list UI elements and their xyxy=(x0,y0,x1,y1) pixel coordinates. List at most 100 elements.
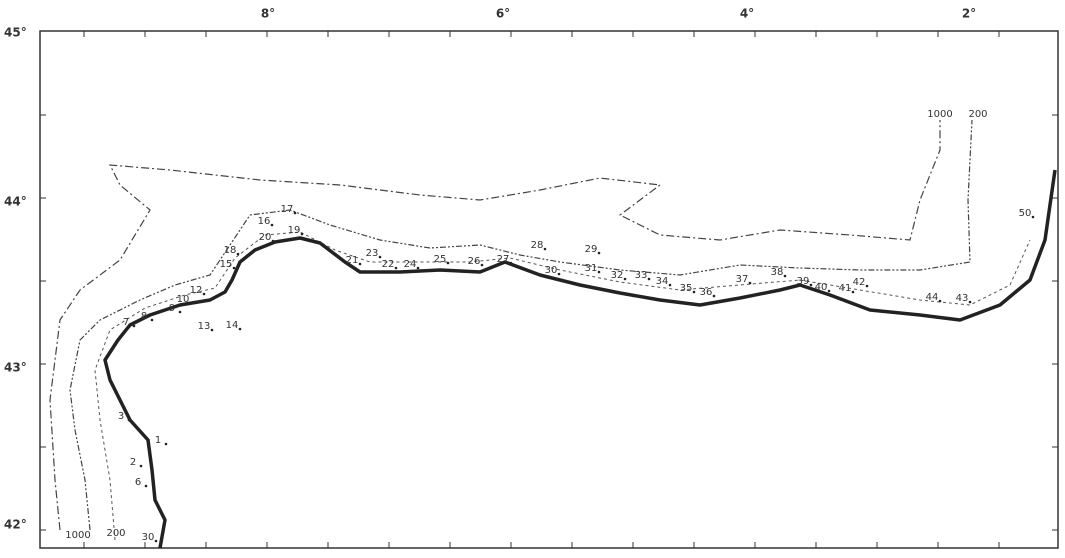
station-label: 44 xyxy=(926,292,939,303)
station-point xyxy=(394,266,398,270)
station-label: 6 xyxy=(135,477,141,488)
station-point xyxy=(668,283,672,287)
station-point xyxy=(270,223,274,227)
station-point xyxy=(692,290,696,294)
station-point xyxy=(597,270,601,274)
station-point xyxy=(712,294,716,298)
station-point xyxy=(238,327,242,331)
station-point xyxy=(416,266,420,270)
station-label: 20 xyxy=(259,232,272,243)
station-point xyxy=(446,261,450,265)
station-label: 42 xyxy=(853,277,866,288)
station-point xyxy=(647,277,651,281)
station-label: 43 xyxy=(956,293,969,304)
coastline xyxy=(103,169,1057,549)
station-point xyxy=(236,252,240,256)
station-label: 41 xyxy=(839,283,852,294)
station-label: 14 xyxy=(226,320,239,331)
station-label: 29 xyxy=(585,244,598,255)
station-point xyxy=(232,266,236,270)
station-point xyxy=(144,484,148,488)
station-point xyxy=(271,239,275,243)
station-label: 7 xyxy=(123,317,129,328)
latitude-label: 45° xyxy=(4,26,27,40)
station-label: 17 xyxy=(281,204,294,215)
longitude-label: 2° xyxy=(962,7,976,21)
isobath-label: 200 xyxy=(106,528,125,539)
isobath-label: 200 xyxy=(968,109,987,120)
station-label: 34 xyxy=(656,276,669,287)
station-label: 23 xyxy=(366,248,379,259)
latitude-label: 43° xyxy=(4,361,27,375)
station-label: 33 xyxy=(635,270,648,281)
station-point xyxy=(210,328,214,332)
station-label: 38 xyxy=(771,267,784,278)
station-label: 2 xyxy=(130,457,136,468)
station-point xyxy=(783,274,787,278)
station-label: 13 xyxy=(198,321,211,332)
station-label: 26 xyxy=(468,256,481,267)
station-label: 18 xyxy=(224,245,237,256)
station-point xyxy=(865,284,869,288)
station-point xyxy=(623,277,627,281)
isobath-50 xyxy=(94,231,1031,541)
station-point xyxy=(480,263,484,267)
longitude-label: 6° xyxy=(496,7,510,21)
station-point xyxy=(543,247,547,251)
station-point xyxy=(150,318,154,322)
station-point xyxy=(809,283,813,287)
station-label: 37 xyxy=(736,274,749,285)
frame-ticks xyxy=(40,31,1058,548)
station-point xyxy=(968,300,972,304)
station-label: 1 xyxy=(155,435,161,446)
station-point xyxy=(127,418,131,422)
station-point xyxy=(851,290,855,294)
station-label: 12 xyxy=(190,285,203,296)
station-point xyxy=(132,324,136,328)
station-point xyxy=(202,292,206,296)
isobath-label: 1000 xyxy=(927,109,952,120)
station-label: 3 xyxy=(118,411,124,422)
station-label: 31 xyxy=(585,263,598,274)
longitude-label: 8° xyxy=(261,7,275,21)
station-point xyxy=(300,232,304,236)
station-label: 19 xyxy=(288,225,301,236)
station-point xyxy=(557,272,561,276)
station-point xyxy=(358,262,362,266)
station-label: 16 xyxy=(258,216,271,227)
station-point xyxy=(597,251,601,255)
station-point xyxy=(189,301,193,305)
longitude-label: 4° xyxy=(740,7,754,21)
station-label: 15 xyxy=(220,259,233,270)
station-label: 35 xyxy=(680,283,693,294)
station-label: 9 xyxy=(169,303,175,314)
station-point xyxy=(178,310,182,314)
station-label: 50 xyxy=(1019,208,1032,219)
station-label: 22 xyxy=(382,259,395,270)
station-point xyxy=(164,442,168,446)
station-point xyxy=(154,539,158,543)
isobath-200 xyxy=(69,119,973,531)
station-point xyxy=(293,211,297,215)
isobath-1000 xyxy=(49,120,941,531)
station-label: 21 xyxy=(346,255,359,266)
station-label: 40 xyxy=(815,282,828,293)
station-label: 32 xyxy=(611,270,624,281)
station-point xyxy=(509,261,513,265)
isobath-label: 1000 xyxy=(65,530,90,541)
station-point xyxy=(827,289,831,293)
station-label: 10 xyxy=(177,294,190,305)
station-point xyxy=(748,281,752,285)
station-label: 28 xyxy=(531,240,544,251)
station-point xyxy=(1031,215,1035,219)
station-label: 8 xyxy=(141,311,147,322)
latitude-label: 44° xyxy=(4,195,27,209)
map-frame xyxy=(39,30,1059,549)
latitude-label: 42° xyxy=(4,518,27,532)
station-label: 39 xyxy=(797,276,810,287)
station-point xyxy=(139,464,143,468)
station-point xyxy=(938,299,942,303)
station-label: 36 xyxy=(700,287,713,298)
station-label: 24 xyxy=(404,259,417,270)
